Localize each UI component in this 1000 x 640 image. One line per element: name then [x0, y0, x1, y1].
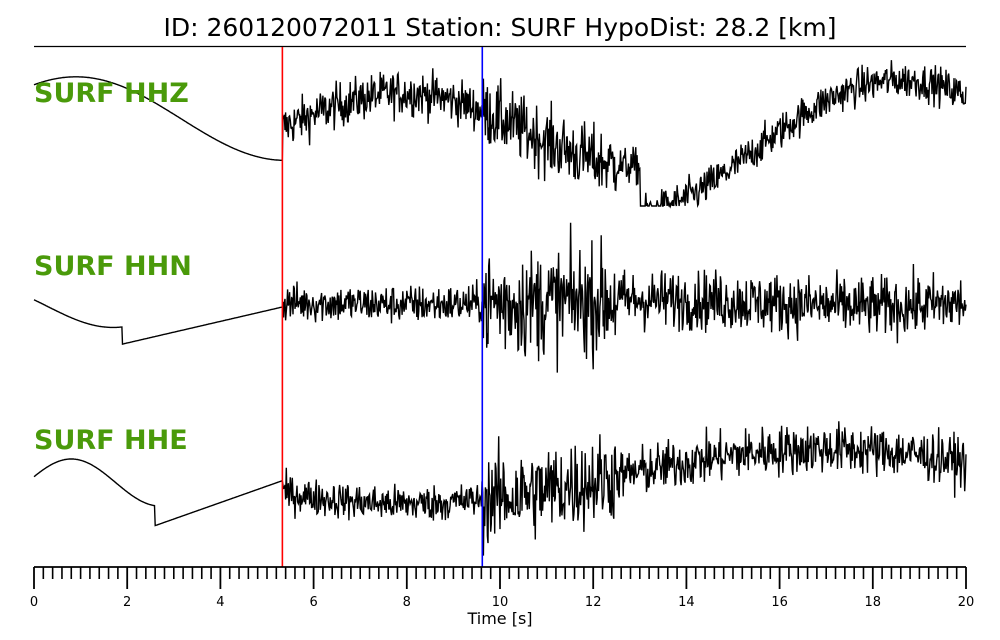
trace-label: SURF HHE — [34, 425, 188, 456]
traces-layer — [33, 60, 967, 556]
x-tick-label: 0 — [30, 595, 38, 610]
waveform-trace-1 — [33, 60, 967, 209]
x-tick-label: 8 — [403, 595, 411, 610]
trace-labels-layer: SURF HHZ SURF HHN SURF HHE — [34, 78, 192, 456]
x-tick-label: 20 — [958, 595, 975, 610]
waveform-trace-3 — [33, 421, 967, 556]
x-axis: 0 2 4 6 8 10 12 14 16 18 20 — [30, 566, 975, 610]
waveform-trace-2 — [33, 222, 967, 373]
trace-label: SURF HHZ — [34, 78, 189, 109]
x-tick-label: 12 — [585, 595, 602, 610]
x-tick-label: 18 — [865, 595, 882, 610]
picks-layer — [281, 47, 484, 567]
x-tick-label: 16 — [771, 595, 788, 610]
trace-label: SURF HHN — [34, 251, 192, 282]
chart-title: ID: 260120072011 Station: SURF HypoDist:… — [163, 13, 836, 42]
x-axis-label: Time [s] — [466, 609, 532, 628]
x-tick-label: 2 — [123, 595, 131, 610]
x-tick-label: 14 — [678, 595, 695, 610]
x-tick-label: 10 — [492, 595, 509, 610]
x-tick-label: 4 — [216, 595, 224, 610]
x-tick-label: 6 — [309, 595, 317, 610]
